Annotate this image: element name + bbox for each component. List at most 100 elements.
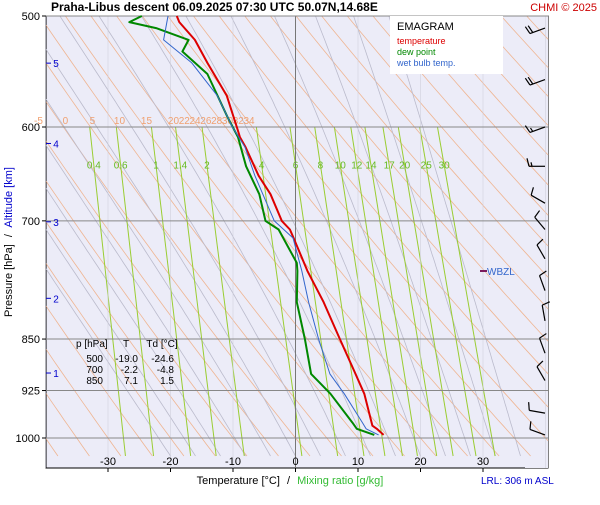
moist-adiabat bbox=[45, 49, 296, 457]
wind-barb-feather bbox=[539, 270, 547, 277]
table-cell: -19.0 bbox=[115, 354, 138, 365]
dry-adiabat bbox=[116, 15, 468, 457]
wind-barb-feather bbox=[527, 25, 534, 33]
wind-barb bbox=[536, 360, 546, 381]
theta-label: 5 bbox=[90, 116, 96, 127]
dry-adiabat bbox=[45, 305, 153, 457]
wind-barb bbox=[530, 187, 546, 204]
temp-tick-label: 30 bbox=[477, 456, 489, 468]
wind-barb bbox=[536, 238, 546, 260]
moist-adiabat bbox=[230, 15, 421, 457]
moist-adiabat bbox=[388, 15, 521, 457]
mixing-ratio-line bbox=[150, 126, 192, 457]
mixing-ratio-line bbox=[255, 126, 303, 457]
mixing-ratio-line bbox=[333, 126, 386, 457]
wbzl-label: WBZL bbox=[487, 267, 515, 278]
mixing-ratio-label: 0.6 bbox=[114, 160, 128, 171]
y-axis-label: Pressure [hPa] / Altitude [km] bbox=[3, 167, 15, 317]
theta-label: 28 bbox=[211, 116, 223, 127]
x-axis-label: Temperature [°C] / Mixing ratio [g/kg] bbox=[197, 475, 384, 487]
table-header-t: T bbox=[123, 339, 129, 350]
table-cell: 700 bbox=[86, 365, 103, 376]
credit-text: CHMI © 2025 bbox=[530, 2, 597, 14]
background-lines bbox=[45, 15, 549, 468]
dry-adiabat bbox=[295, 15, 549, 310]
mixing-ratio-line bbox=[115, 126, 155, 457]
theta-label: 20 bbox=[168, 116, 180, 127]
dry-adiabat bbox=[526, 15, 549, 40]
table-cell: 500 bbox=[86, 354, 103, 365]
data-table: p [hPa] T Td [°C] 500 -19.0 -24.6 700 -2… bbox=[76, 339, 178, 387]
pressure-tick-label: 925 bbox=[22, 386, 40, 398]
theta-label: 32 bbox=[233, 116, 245, 127]
moist-adiabat bbox=[141, 15, 371, 457]
mixing-ratio-line bbox=[419, 126, 477, 457]
temp-tick-label: -10 bbox=[225, 456, 241, 468]
table-header-p: p [hPa] bbox=[76, 339, 108, 350]
wind-barb-feather bbox=[530, 187, 534, 196]
dry-adiabat bbox=[167, 15, 531, 457]
altitude-tick-label: 1 bbox=[53, 369, 59, 380]
theta-label: 10 bbox=[114, 116, 126, 127]
pressure-tick-label: 850 bbox=[22, 334, 40, 346]
temp-tick-label: -30 bbox=[100, 456, 116, 468]
wind-barb-feather bbox=[529, 421, 532, 430]
theta-label: 24 bbox=[189, 116, 201, 127]
theta-label: -5 bbox=[34, 116, 43, 127]
table-cell: -2.2 bbox=[121, 365, 139, 376]
y-label-sep: / bbox=[3, 233, 15, 237]
wind-barb-feather bbox=[527, 76, 534, 85]
wind-barb-feather bbox=[536, 238, 544, 246]
temp-tick-label: 20 bbox=[414, 456, 426, 468]
mixing-ratio-line bbox=[436, 126, 496, 457]
theta-label: 34 bbox=[244, 116, 256, 127]
dry-adiabat bbox=[45, 24, 374, 457]
dry-adiabat bbox=[45, 349, 122, 457]
wind-barb-staff bbox=[538, 275, 546, 291]
dry-adiabat bbox=[45, 263, 185, 457]
mixing-ratio-line bbox=[397, 126, 454, 457]
wind-barb-feather bbox=[524, 26, 531, 34]
wind-barb-staff bbox=[541, 305, 546, 321]
altitude-tick-label: 3 bbox=[53, 218, 59, 229]
dry-adiabat bbox=[346, 15, 549, 247]
wind-barb-feather bbox=[524, 77, 531, 86]
series-lines bbox=[128, 15, 385, 436]
altitude-tick-label: 2 bbox=[53, 294, 59, 305]
dry-adiabat bbox=[270, 15, 549, 342]
mixing-ratio-label: 8 bbox=[318, 160, 324, 171]
mixing-ratio-label: 10 bbox=[335, 160, 347, 171]
dry-adiabat bbox=[45, 221, 216, 457]
series-line-wet-bulb-temp- bbox=[163, 15, 379, 436]
legend-title: EMAGRAM bbox=[397, 21, 454, 33]
table-cell: -24.6 bbox=[151, 354, 174, 365]
mixing-ratio-label: 1 bbox=[153, 160, 159, 171]
mixing-ratio-label: 6 bbox=[293, 160, 299, 171]
mixing-ratio-label: 17 bbox=[384, 160, 396, 171]
mixing-ratio-label: 14 bbox=[365, 160, 377, 171]
mixing-ratio-labels: 0.4 0.6 1 1.4 2 4 6 8 10 12 14 17 20 25 30 bbox=[87, 160, 450, 171]
moist-adiabat bbox=[353, 15, 496, 457]
series-line-dew-point bbox=[128, 15, 375, 436]
wind-barb-staff bbox=[536, 244, 546, 260]
pressure-tick-label: 1000 bbox=[16, 433, 40, 445]
mixing-ratio-line bbox=[364, 126, 418, 457]
svg-text:Pressure [hPa] / A: Pressure [hPa] / Altitude [km] bbox=[3, 167, 15, 317]
dry-adiabat bbox=[45, 438, 59, 457]
dry-adiabat bbox=[321, 15, 549, 278]
moist-adiabat bbox=[315, 15, 471, 457]
table-cell: -4.8 bbox=[157, 365, 175, 376]
dry-adiabat bbox=[45, 62, 342, 457]
y-label-pressure: Pressure [hPa] bbox=[3, 244, 15, 317]
moist-adiabat bbox=[59, 15, 321, 457]
table-header-td: Td [°C] bbox=[146, 339, 177, 350]
temp-tick-label: -20 bbox=[163, 456, 179, 468]
legend-item-temperature: temperature bbox=[397, 36, 446, 46]
theta-label: 22 bbox=[179, 116, 191, 127]
theta-label: 26 bbox=[200, 116, 212, 127]
wind-barb-feather bbox=[528, 402, 530, 411]
mixing-ratio-line bbox=[89, 126, 126, 457]
legend-box bbox=[390, 16, 503, 74]
wind-barb bbox=[524, 25, 546, 35]
